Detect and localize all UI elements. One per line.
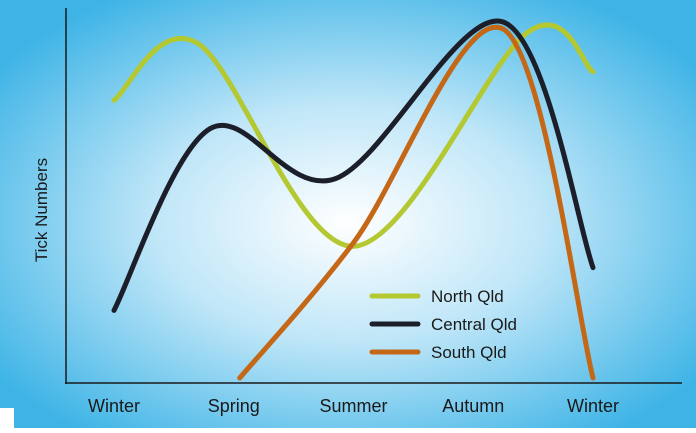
x-tick-label: Spring [208, 396, 260, 416]
series-line-south-qld [237, 24, 596, 381]
bottom-left-notch [0, 408, 14, 428]
legend-item-central-qld: Central Qld [369, 315, 517, 334]
y-axis-label: Tick Numbers [32, 158, 51, 262]
x-tick-label: Autumn [442, 396, 504, 416]
legend-label: North Qld [431, 287, 504, 306]
x-tick-label: Winter [88, 396, 140, 416]
legend-item-north-qld: North Qld [369, 287, 504, 306]
legend-item-south-qld: South Qld [369, 343, 507, 362]
x-tick-label: Summer [319, 396, 387, 416]
series-layer [111, 18, 596, 381]
legend-label: Central Qld [431, 315, 517, 334]
x-tick-labels: Winter Spring Summer Autumn Winter [88, 396, 619, 416]
series-line-central-qld [111, 18, 596, 313]
x-tick-label: Winter [567, 396, 619, 416]
legend: North Qld Central Qld South Qld [369, 287, 517, 362]
legend-label: South Qld [431, 343, 507, 362]
